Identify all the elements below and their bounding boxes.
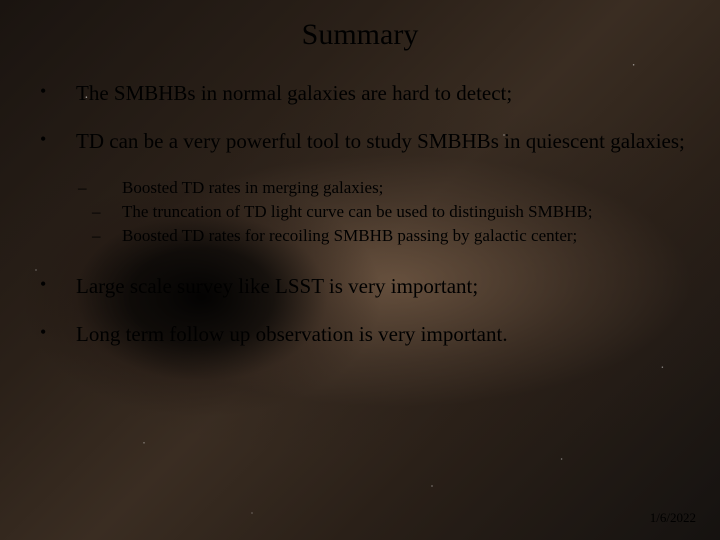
bullet-text: Large scale survey like LSST is very imp… (76, 273, 690, 299)
dash-glyph: – (30, 177, 122, 199)
bullet-glyph: • (30, 128, 76, 154)
bullet-item: • The SMBHBs in normal galaxies are hard… (30, 80, 690, 106)
sub-bullet-item: – The truncation of TD light curve can b… (30, 201, 690, 223)
sub-bullet-item: – Boosted TD rates for recoiling SMBHB p… (30, 225, 690, 247)
dash-glyph: – (30, 201, 122, 223)
bullet-glyph: • (30, 273, 76, 299)
sub-bullet-list: – Boosted TD rates in merging galaxies; … (30, 177, 690, 247)
slide-date: 1/6/2022 (650, 510, 696, 526)
sub-bullet-text: The truncation of TD light curve can be … (122, 201, 690, 223)
bullet-item: • Large scale survey like LSST is very i… (30, 273, 690, 299)
bullet-text: The SMBHBs in normal galaxies are hard t… (76, 80, 690, 106)
bullet-text: TD can be a very powerful tool to study … (76, 128, 690, 154)
bullet-list-continued: • Large scale survey like LSST is very i… (30, 273, 690, 348)
bullet-item: • TD can be a very powerful tool to stud… (30, 128, 690, 154)
sub-bullet-text: Boosted TD rates for recoiling SMBHB pas… (122, 225, 690, 247)
slide-title: Summary (30, 18, 690, 52)
bullet-text: Long term follow up observation is very … (76, 321, 690, 347)
bullet-item: • Long term follow up observation is ver… (30, 321, 690, 347)
sub-bullet-item: – Boosted TD rates in merging galaxies; (30, 177, 690, 199)
slide-content: Summary • The SMBHBs in normal galaxies … (0, 0, 720, 540)
dash-glyph: – (30, 225, 122, 247)
bullet-list: • The SMBHBs in normal galaxies are hard… (30, 80, 690, 155)
sub-bullet-text: Boosted TD rates in merging galaxies; (122, 177, 690, 199)
bullet-glyph: • (30, 80, 76, 106)
bullet-glyph: • (30, 321, 76, 347)
